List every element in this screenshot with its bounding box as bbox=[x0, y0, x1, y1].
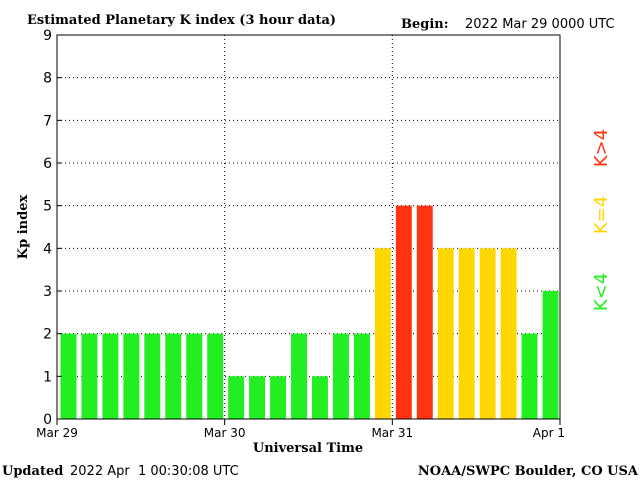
kp-bar-23 bbox=[542, 291, 559, 419]
grid-lines bbox=[57, 35, 560, 419]
kp-bar-22 bbox=[521, 333, 538, 419]
begin-label: Begin: bbox=[401, 17, 449, 32]
kp-bar-0 bbox=[60, 333, 77, 419]
kp-bar-6 bbox=[186, 333, 203, 419]
x-tick-label-2: Mar 31 bbox=[371, 426, 413, 440]
y-tick-label-2: 2 bbox=[43, 327, 52, 343]
y-tick-label-5: 5 bbox=[43, 199, 52, 215]
kp-bar-11 bbox=[291, 333, 307, 419]
y-tick-label-8: 8 bbox=[43, 71, 52, 87]
y-tick-label-7: 7 bbox=[43, 113, 52, 129]
y-tick-labels: 0 1 2 3 4 5 6 7 8 9 bbox=[43, 28, 62, 428]
y-tick-label-9: 9 bbox=[43, 28, 52, 44]
x-tick-label-1: Mar 30 bbox=[204, 426, 246, 440]
kp-bar-18 bbox=[437, 248, 454, 419]
kp-bar-10 bbox=[270, 376, 287, 419]
source-credit: NOAA/SWPC Boulder, CO USA bbox=[418, 464, 639, 479]
kp-bar-16 bbox=[395, 205, 412, 419]
kp-bar-2 bbox=[102, 333, 119, 419]
kp-bar-19 bbox=[458, 248, 475, 419]
y-tick-label-0: 0 bbox=[43, 412, 52, 428]
kp-bar-13 bbox=[332, 333, 349, 419]
kp-bar-9 bbox=[249, 376, 266, 419]
kp-bar-7 bbox=[207, 333, 224, 419]
x-tick-label-0: Mar 29 bbox=[36, 426, 78, 440]
y-tick-label-1: 1 bbox=[43, 369, 52, 385]
kp-bar-5 bbox=[165, 333, 182, 419]
x-tick-labels: Mar 29 Mar 30 Mar 31 Apr 1 bbox=[36, 419, 565, 440]
updated-label: Updated bbox=[2, 464, 63, 479]
bars bbox=[60, 205, 559, 419]
y-axis-label: Kp index bbox=[16, 195, 31, 260]
begin-value: 2022 Mar 29 0000 UTC bbox=[465, 17, 615, 32]
kp-bar-4 bbox=[144, 333, 161, 419]
kp-bar-21 bbox=[500, 248, 517, 419]
x-tick-label-3: Apr 1 bbox=[533, 426, 565, 440]
kp-bar-17 bbox=[416, 205, 433, 419]
kp-bar-14 bbox=[353, 333, 370, 419]
legend-equal: K=4 bbox=[591, 196, 612, 234]
y-tick-label-4: 4 bbox=[43, 241, 52, 257]
kp-bar-15 bbox=[374, 248, 391, 419]
kp-bar-20 bbox=[479, 248, 496, 419]
y-tick-label-3: 3 bbox=[43, 284, 52, 300]
updated-value: 2022 Apr 1 00:30:08 UTC bbox=[70, 464, 239, 479]
kp-bar-8 bbox=[228, 376, 245, 419]
y-tick-label-6: 6 bbox=[43, 156, 52, 172]
plot-frame bbox=[56, 34, 561, 420]
legend-low: K<4 bbox=[591, 273, 612, 311]
kp-bar-1 bbox=[81, 333, 98, 419]
kp-bar-3 bbox=[123, 333, 140, 419]
x-axis-label: Universal Time bbox=[253, 441, 363, 456]
kp-bar-12 bbox=[312, 376, 328, 419]
chart-title: Estimated Planetary K index (3 hour data… bbox=[27, 13, 336, 28]
legend-high: K>4 bbox=[591, 129, 612, 167]
